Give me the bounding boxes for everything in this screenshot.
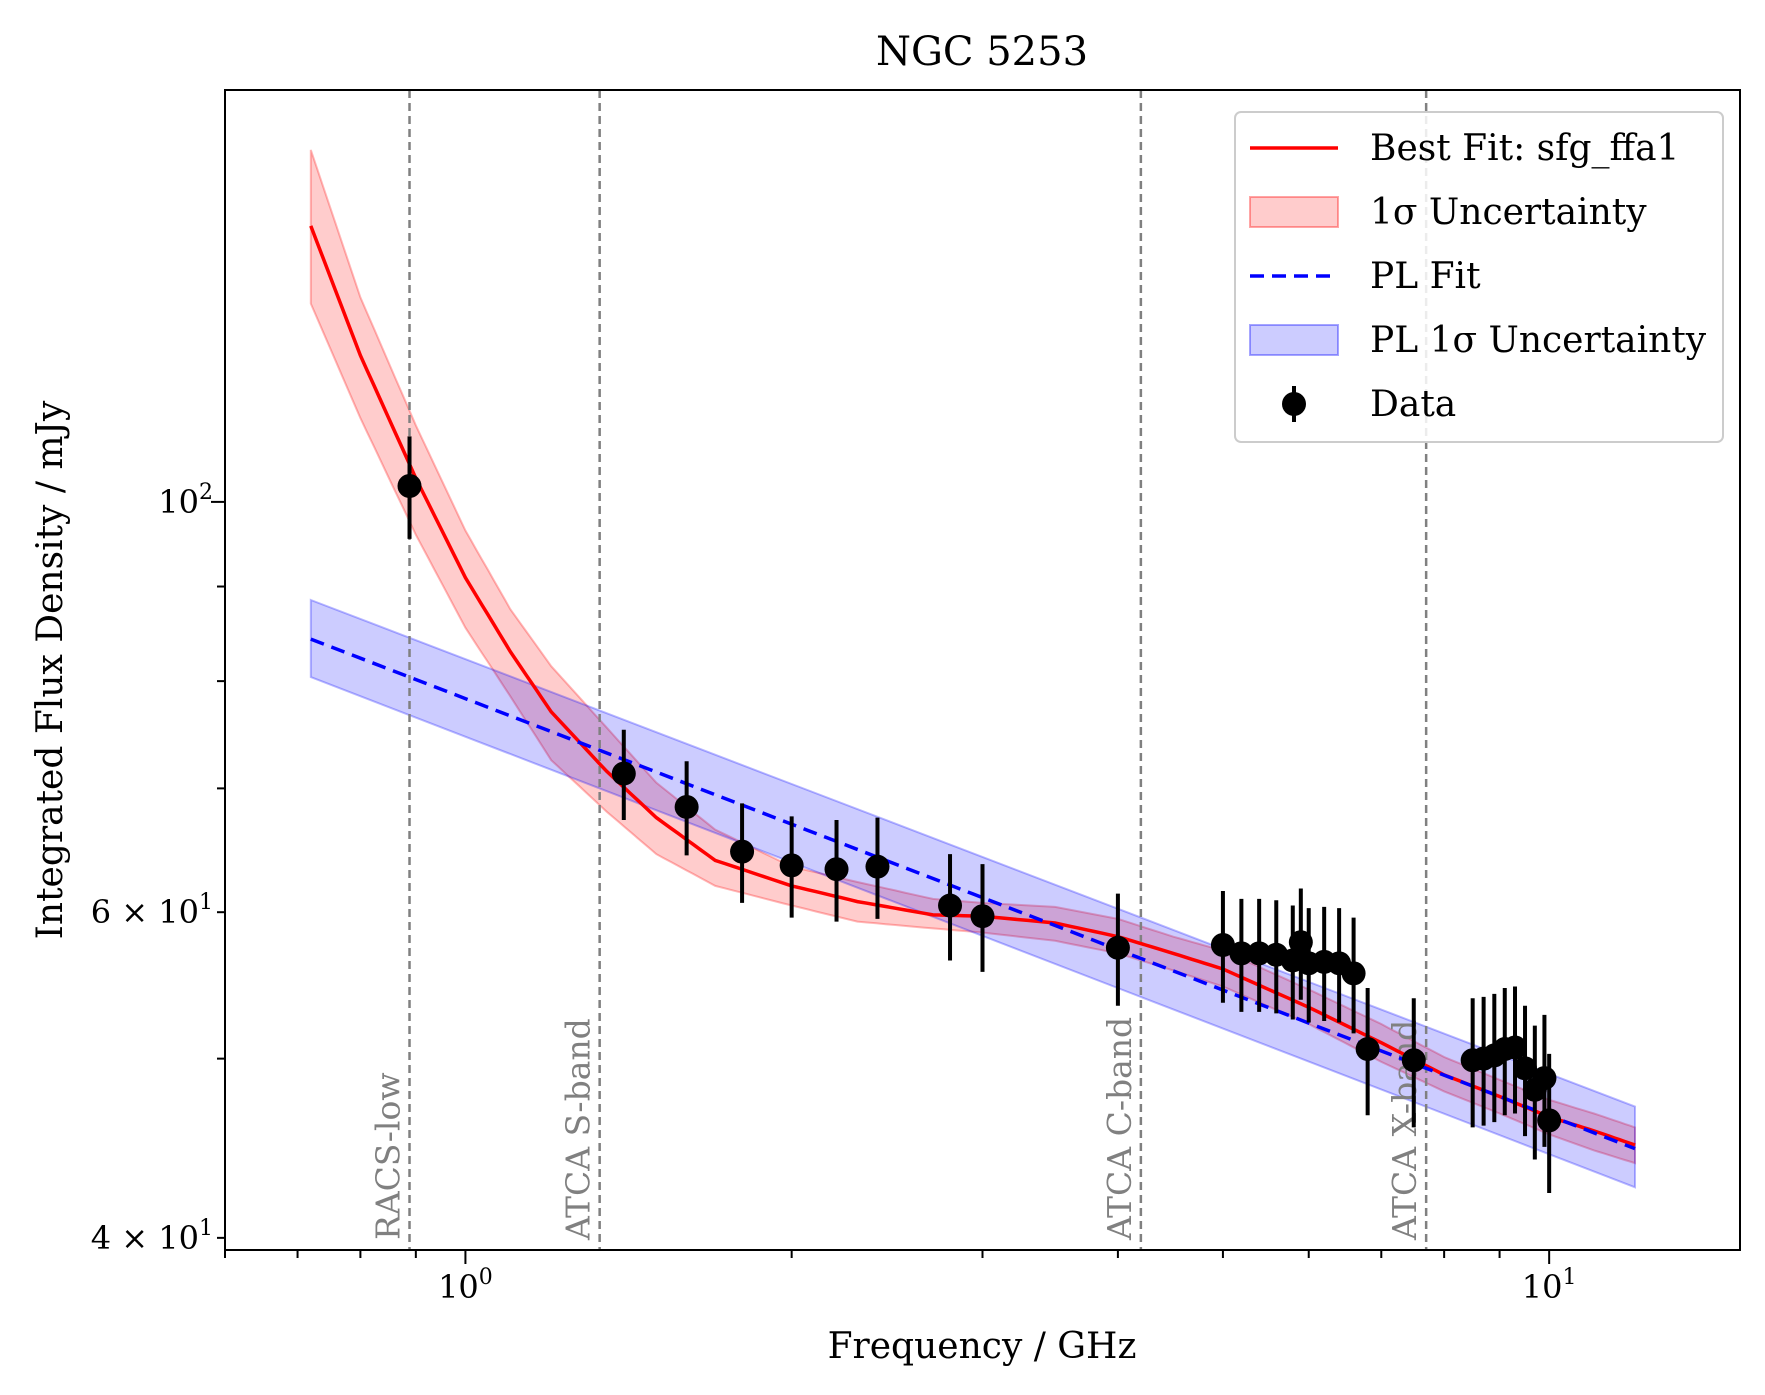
pl-fit-line: [310, 637, 1636, 1151]
data-point: [1105, 935, 1130, 960]
data-point: [1401, 1048, 1426, 1073]
data-point: [938, 893, 963, 918]
legend-label: 1σ Uncertainty: [1370, 192, 1647, 233]
data-point: [397, 473, 422, 498]
chart-title: NGC 5253: [876, 29, 1088, 75]
legend-swatch-point: [1282, 392, 1306, 416]
y-tick-label: 4 × 101: [91, 1216, 213, 1257]
data-point: [970, 904, 995, 929]
data-point: [865, 854, 890, 879]
data-point: [1513, 1056, 1538, 1081]
legend-label: PL 1σ Uncertainty: [1370, 320, 1707, 361]
x-axis-label: Frequency / GHz: [828, 1326, 1137, 1367]
band-markers: RACS-low ATCA S-band ATCA C-band ATCA X-ban…: [369, 90, 1428, 1250]
band-marker-label: ATCA S-band: [559, 1018, 598, 1241]
band-1-uncertainty: [309, 149, 1636, 1165]
best-fit-line: [309, 225, 1636, 1147]
data-point: [824, 857, 849, 882]
fit-lines: [309, 225, 1636, 1151]
data-point: [730, 839, 755, 864]
data-point: [1355, 1037, 1380, 1062]
legend-swatch-band: [1249, 324, 1339, 356]
legend-label: PL Fit: [1370, 256, 1481, 297]
data-point: [779, 853, 804, 878]
data-point: [1532, 1066, 1557, 1091]
data-point: [611, 761, 636, 786]
data-point: [1537, 1108, 1562, 1133]
data-point: [1503, 1035, 1528, 1060]
data-point: [1247, 941, 1272, 966]
band-marker-label: RACS-low: [369, 1072, 408, 1240]
data-point: [1229, 941, 1254, 966]
legend-label: Best Fit: sfg_ffa1: [1370, 128, 1679, 169]
data-point: [1210, 932, 1235, 957]
y-axis-label: Integrated Flux Density / mJy: [30, 400, 71, 939]
band-marker-label: ATCA C-band: [1100, 1017, 1139, 1241]
legend-box: [1234, 111, 1724, 443]
legend: Best Fit: sfg_ffa1 1σ Uncertainty PL Fit PL…: [1234, 111, 1724, 443]
data-point: [1341, 961, 1366, 986]
legend-label: Data: [1370, 384, 1456, 425]
y-tick-label: 6 × 101: [91, 890, 213, 931]
data-points: [397, 436, 1562, 1193]
legend-swatch-band: [1249, 196, 1339, 228]
data-point: [674, 794, 699, 819]
